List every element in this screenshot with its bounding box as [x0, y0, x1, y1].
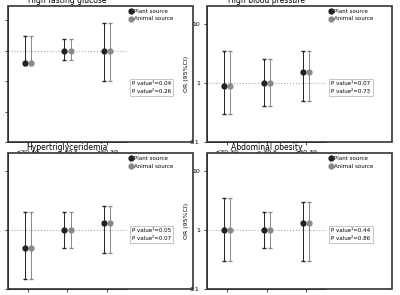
Title: Abdominal obesity: Abdominal obesity [231, 143, 302, 152]
Text: P value¹=0.04
P value²=0.26: P value¹=0.04 P value²=0.26 [132, 81, 171, 94]
Text: P value¹=0.07
P value²=0.73: P value¹=0.07 P value²=0.73 [331, 81, 370, 94]
Y-axis label: OR (95%CI): OR (95%CI) [184, 203, 189, 239]
Title: High blood pressure: High blood pressure [228, 0, 305, 5]
Title: Hypertriglyceridemia: Hypertriglyceridemia [27, 143, 108, 152]
Title: High fasting glucose: High fasting glucose [28, 0, 106, 5]
X-axis label: TMAO(pg/ml): TMAO(pg/ml) [246, 156, 287, 161]
Text: P value¹=0.05
P value²=0.07: P value¹=0.05 P value²=0.07 [132, 228, 171, 241]
Legend: Plant source, Animal source: Plant source, Animal source [329, 9, 374, 22]
Text: P value¹=0.44
P value²=0.86: P value¹=0.44 P value²=0.86 [331, 228, 370, 241]
Legend: Plant source, Animal source: Plant source, Animal source [130, 156, 174, 169]
Legend: Plant source, Animal source: Plant source, Animal source [130, 9, 174, 22]
X-axis label: TMAO(pg/ml): TMAO(pg/ml) [47, 156, 88, 161]
Y-axis label: OR (95%CI): OR (95%CI) [184, 56, 189, 92]
Legend: Plant source, Animal source: Plant source, Animal source [329, 156, 374, 169]
